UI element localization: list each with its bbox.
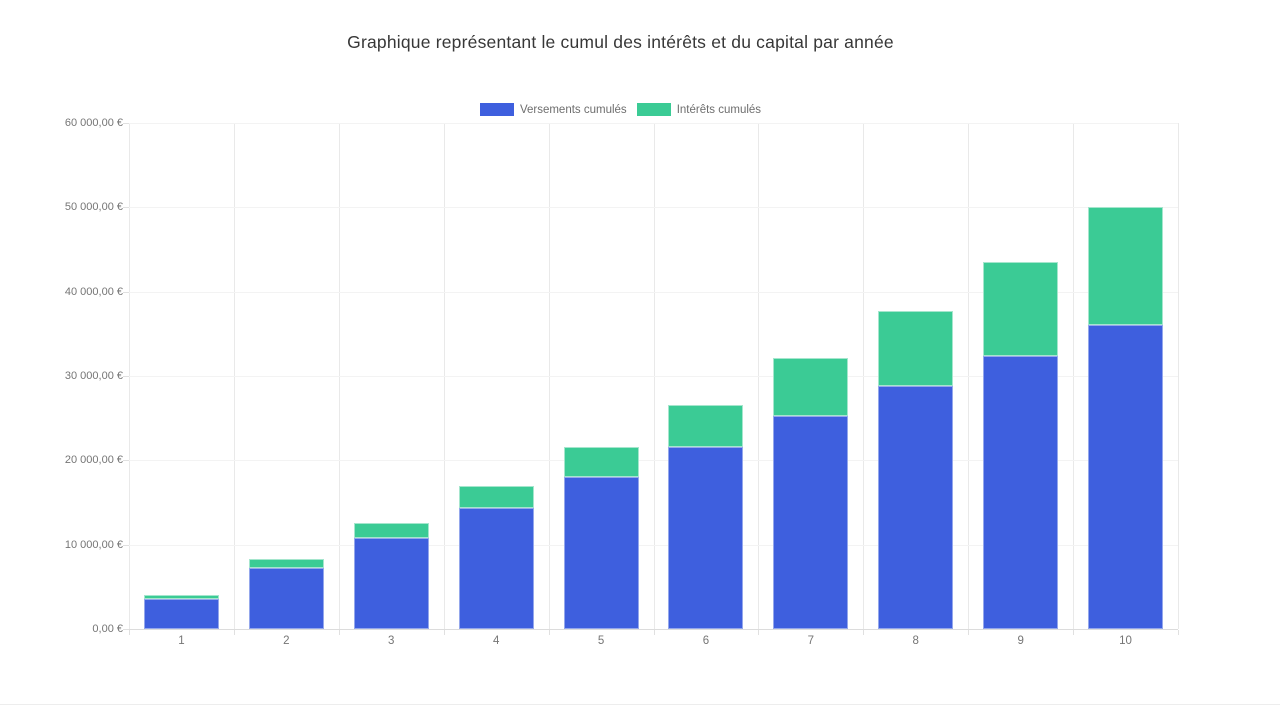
legend-label: Intérêts cumulés — [676, 103, 762, 116]
x-axis-tick-label: 7 — [807, 635, 815, 647]
y-axis-tick-label: 30 000,00 € — [64, 370, 123, 382]
x-tick-mark — [338, 630, 340, 635]
legend-swatch-icon — [479, 103, 514, 116]
bar-segment-interets-annee-1 — [143, 595, 219, 599]
y-tick-mark — [123, 629, 129, 630]
x-tick-mark — [863, 630, 865, 635]
vertical-gridline — [1178, 123, 1179, 629]
x-axis-tick-label: 10 — [1119, 635, 1132, 647]
x-axis-tick-label: 9 — [1017, 635, 1024, 647]
x-tick-mark — [758, 630, 760, 635]
x-tick-mark — [548, 630, 550, 635]
legend-item-interets[interactable]: Intérêts cumulés — [636, 103, 762, 116]
bar-segment-interets-annee-9 — [983, 261, 1059, 356]
bar-column-8 — [878, 123, 954, 629]
y-axis-tick-label: 60 000,00 € — [64, 117, 123, 129]
bar-segment-interets-annee-8 — [878, 310, 954, 387]
bar-segment-interets-annee-5 — [563, 447, 639, 478]
y-tick-mark — [123, 123, 129, 124]
bar-segment-versements-annee-5 — [563, 477, 639, 629]
chart-legend: Versements cumulés Intérêts cumulés — [0, 103, 1241, 116]
y-tick-mark — [123, 291, 129, 293]
legend-item-versements[interactable]: Versements cumulés — [479, 103, 627, 116]
horizontal-gridline — [129, 207, 1178, 209]
horizontal-gridline — [129, 544, 1178, 546]
y-axis-tick-label: 50 000,00 € — [64, 201, 123, 214]
y-tick-mark — [123, 207, 129, 209]
x-tick-mark — [968, 630, 970, 635]
bar-column-2 — [248, 123, 324, 629]
x-axis-tick-label: 2 — [283, 635, 290, 647]
x-tick-mark — [233, 630, 235, 635]
page-bottom-divider — [0, 704, 1280, 705]
bar-segment-interets-annee-3 — [353, 522, 429, 538]
bar-segment-versements-annee-4 — [458, 507, 534, 629]
horizontal-gridline — [129, 460, 1178, 462]
bar-segment-interets-annee-10 — [1088, 206, 1164, 326]
bar-segment-interets-annee-4 — [458, 486, 534, 508]
bar-segment-versements-annee-8 — [878, 386, 954, 629]
bar-segment-versements-annee-3 — [353, 537, 429, 629]
bar-column-5 — [563, 123, 639, 629]
x-tick-mark — [129, 630, 130, 635]
bar-segment-versements-annee-9 — [983, 355, 1059, 629]
bar-segment-interets-annee-2 — [248, 558, 324, 569]
x-axis-tick-label: 4 — [492, 635, 500, 647]
bar-segment-versements-annee-7 — [773, 416, 849, 629]
y-axis-tick-label: 20 000,00 € — [64, 454, 123, 467]
bar-segment-versements-annee-2 — [248, 568, 324, 629]
bar-segment-versements-annee-1 — [143, 598, 219, 629]
x-tick-mark — [653, 630, 655, 635]
y-axis-tick-label: 10 000,00 € — [64, 538, 123, 551]
bar-column-9 — [983, 123, 1059, 629]
x-axis-tick-label: 5 — [597, 635, 605, 647]
y-axis-tick-label: 40 000,00 € — [64, 285, 123, 298]
plot-area: 0,00 € 10 000,00 € 20 000,00 € 30 000,00 € 4… — [65, 117, 1179, 647]
x-axis-tick-label: 6 — [702, 635, 710, 647]
horizontal-gridline — [129, 123, 1178, 124]
y-tick-mark — [123, 460, 129, 462]
y-tick-mark — [123, 544, 129, 546]
bar-segment-interets-annee-7 — [773, 357, 849, 417]
x-axis-line — [129, 629, 1178, 630]
bar-column-10 — [1088, 123, 1164, 629]
bar-column-4 — [458, 123, 534, 629]
bar-column-1 — [143, 123, 219, 629]
chart-title: Graphique représentant le cumul des inté… — [347, 32, 894, 52]
horizontal-gridline — [129, 291, 1178, 293]
x-tick-mark — [443, 630, 445, 635]
x-axis-tick-label: 1 — [178, 635, 185, 647]
x-axis-tick-label: 8 — [912, 635, 919, 647]
y-axis-tick-label: 0,00 € — [92, 623, 123, 635]
bar-column-3 — [353, 123, 429, 629]
horizontal-gridline — [129, 376, 1178, 377]
chart-canvas: Graphique représentant le cumul des inté… — [0, 32, 1241, 647]
y-tick-mark — [123, 376, 129, 377]
legend-swatch-icon — [636, 103, 671, 116]
x-tick-mark — [1178, 630, 1179, 635]
bar-column-7 — [773, 123, 849, 629]
bar-column-6 — [668, 123, 744, 629]
legend-label: Versements cumulés — [519, 103, 627, 116]
bar-segment-versements-annee-6 — [668, 446, 744, 629]
bar-segment-interets-annee-6 — [668, 404, 744, 447]
x-tick-mark — [1073, 630, 1075, 635]
bar-segment-versements-annee-10 — [1088, 325, 1164, 629]
x-axis-tick-label: 3 — [388, 635, 395, 647]
